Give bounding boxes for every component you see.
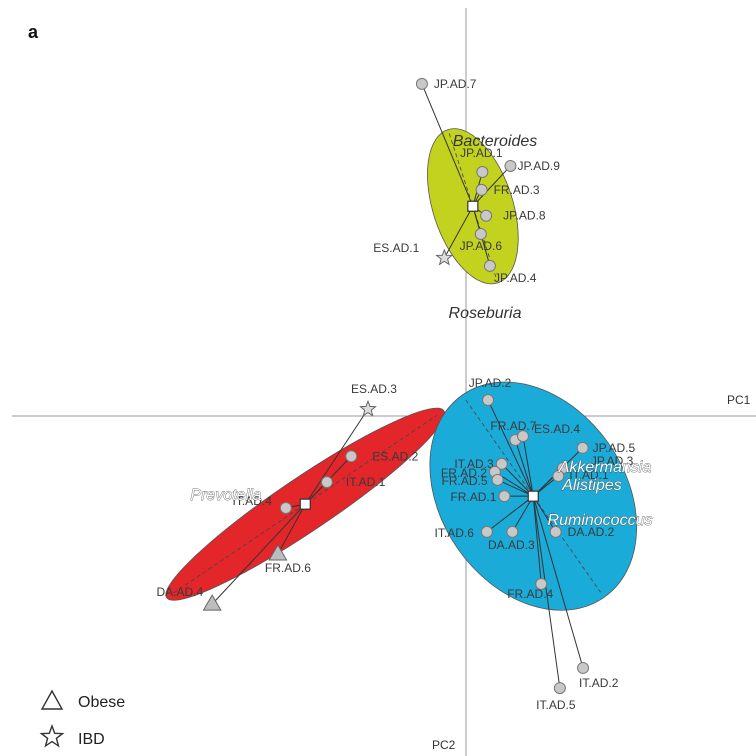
spoke-line [304, 408, 369, 505]
spoke-line [532, 496, 542, 585]
sample-point [552, 470, 565, 483]
spoke-line [522, 436, 534, 497]
sample-point [498, 490, 511, 503]
sample-point-obese-triangle [202, 594, 222, 611]
sample-point [475, 183, 488, 196]
triangle-icon [40, 689, 64, 710]
legend-label-obese: Obese [78, 694, 125, 711]
sample-point [320, 476, 333, 489]
genus-label: Alistipes [561, 477, 622, 494]
point-label: JP.AD.1 [460, 146, 503, 160]
point-label: ES.AD.2 [372, 449, 418, 463]
point-label: JP.AD.5 [593, 441, 636, 455]
genus-label: Roseburia [449, 305, 522, 322]
sample-point [482, 394, 495, 407]
pc1-axis-label: PC1 [727, 393, 751, 407]
point-label: ES.AD.4 [534, 422, 580, 436]
sample-point [506, 525, 519, 538]
spoke-line [472, 165, 511, 207]
sample-point [476, 166, 489, 179]
sample-point [483, 259, 496, 272]
point-label: JP.AD.9 [517, 159, 560, 173]
sample-point [549, 525, 562, 538]
spoke-line [277, 503, 306, 555]
point-label: DA.AD.2 [568, 525, 615, 539]
sample-point [504, 159, 517, 172]
sample-point [345, 450, 358, 463]
sample-point [474, 227, 487, 240]
cluster-centroid [467, 200, 479, 212]
point-label: JP.AD.2 [469, 376, 512, 390]
cluster-3: JP.AD.2FR.AD.7ES.AD.4IT.AD.3FR.AD.2FR.AD… [429, 376, 653, 712]
sample-point [553, 682, 566, 695]
spoke-line [443, 205, 474, 259]
point-label: IT.AD.4 [233, 494, 273, 508]
sample-point [491, 473, 504, 486]
spoke-line [511, 495, 534, 533]
point-label: JP.AD.7 [434, 77, 477, 91]
point-label: JP.AD.4 [494, 271, 537, 285]
sample-point [577, 661, 590, 674]
sample-point [279, 501, 292, 514]
sample-point-obese-triangle [268, 543, 288, 561]
sample-point [480, 525, 493, 538]
sample-point [535, 577, 548, 590]
sample-point-ibd-star [435, 248, 454, 266]
genus-label: Ruminococcus [548, 512, 653, 529]
star-icon [39, 723, 65, 748]
point-label: DA.AD.3 [488, 538, 535, 552]
spoke-line [532, 496, 561, 689]
sample-point [415, 77, 428, 90]
point-label: JP.AD.3 [591, 454, 634, 468]
point-label: IT.AD.1 [569, 468, 609, 482]
spoke-line [421, 83, 474, 207]
cluster-2: ES.AD.3 ES.AD.2 IT.AD.1 IT.AD.4 FR.AD.6 DA.AD… [156, 382, 446, 611]
cluster-centroid [299, 498, 311, 510]
spoke-line [487, 399, 534, 497]
point-label: IT.AD.2 [579, 676, 619, 690]
point-label: FR.AD.1 [450, 490, 496, 504]
sample-point-ibd-star [359, 399, 377, 417]
point-label: IT.AD.3 [454, 457, 494, 471]
spoke-line [532, 496, 584, 669]
point-label: FR.AD.6 [265, 561, 311, 575]
spoke-line [532, 495, 557, 533]
genus-label: Prevotella [190, 487, 261, 504]
sample-point [517, 430, 529, 443]
point-label: ES.AD.1 [373, 241, 419, 255]
legend-item-ibd: IBD [39, 723, 105, 748]
cluster-axis-dashed [173, 415, 438, 594]
sample-point [480, 209, 493, 222]
sample-point [576, 441, 589, 454]
point-label: FR.AD.2 [441, 466, 487, 480]
point-label: ES.AD.3 [351, 382, 397, 396]
clusters: JP.AD.7 JP.AD.1 JP.AD.9 FR.AD.3 JP.AD.8 JP.AD… [156, 77, 653, 712]
cluster-centroid [527, 490, 539, 502]
point-label: JP.AD.8 [503, 209, 546, 223]
genus-label: Akkermansia [558, 459, 652, 476]
point-label: FR.AD.3 [494, 183, 540, 197]
legend-label-ibd: IBD [78, 731, 105, 748]
panel-label: a [28, 22, 39, 42]
point-label: IT.AD.1 [346, 475, 386, 489]
point-label: IT.AD.6 [435, 526, 475, 540]
spoke-line [211, 503, 306, 605]
spoke-line [486, 495, 534, 533]
pc2-axis-label: PC2 [432, 738, 456, 752]
cluster-1: JP.AD.7 JP.AD.1 JP.AD.9 FR.AD.3 JP.AD.8 JP.AD… [373, 77, 560, 322]
point-label: FR.AD.5 [442, 474, 488, 488]
point-label: FR.AD.7 [490, 419, 536, 433]
spoke-line [497, 479, 534, 497]
cluster-axis-dashed [448, 133, 497, 280]
point-label: FR.AD.4 [507, 587, 553, 601]
genus-label: Bacteroides [453, 133, 538, 150]
sample-point [495, 457, 508, 470]
legend-item-obese: Obese [40, 689, 125, 711]
legend: Obese IBD [39, 689, 125, 748]
point-label: IT.AD.5 [536, 698, 576, 712]
spoke-line [514, 439, 534, 497]
point-label: DA.AD.4 [156, 585, 203, 599]
point-label: JP.AD.6 [460, 239, 503, 253]
